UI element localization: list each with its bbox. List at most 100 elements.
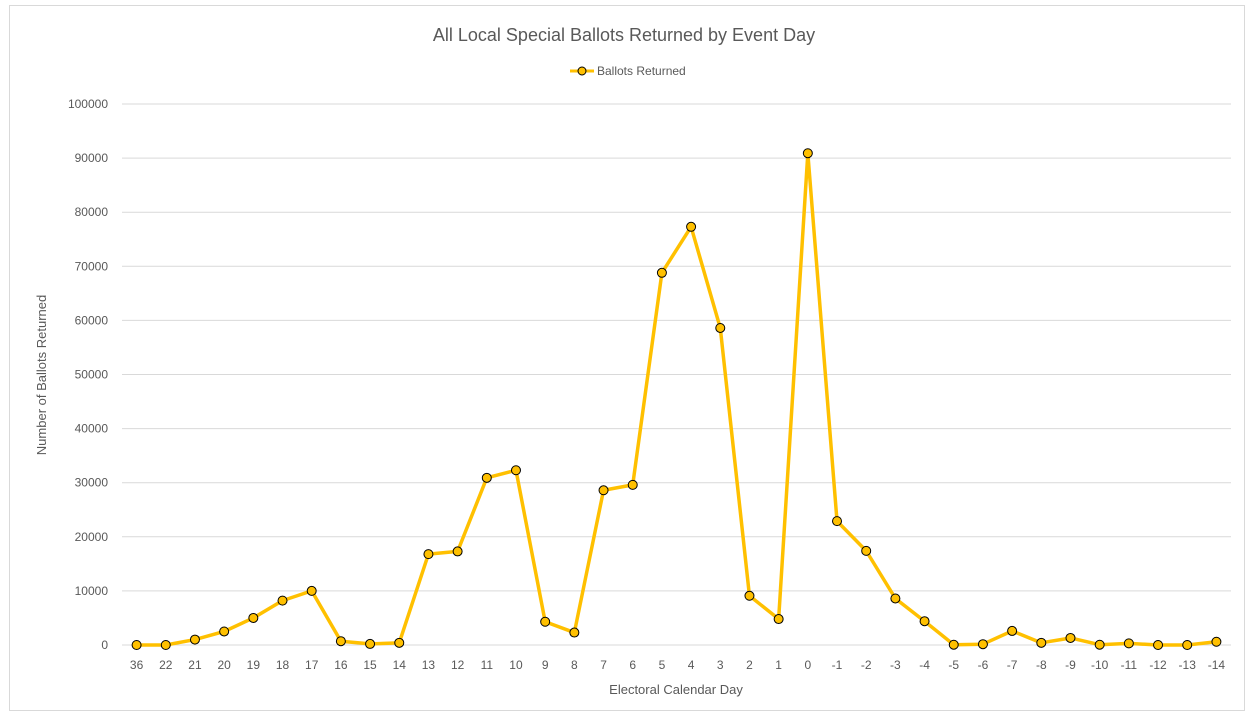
x-tick-label: -6: [978, 658, 989, 672]
x-tick-label: -14: [1208, 658, 1226, 672]
data-point-11[interactable]: [481, 472, 492, 483]
data-point--13[interactable]: [1182, 640, 1193, 650]
x-tick-label: 20: [217, 658, 231, 672]
x-tick-label: 11: [481, 658, 494, 672]
data-point--9[interactable]: [1065, 632, 1076, 643]
x-tick-label: -8: [1036, 658, 1047, 672]
data-point-9[interactable]: [540, 616, 551, 627]
data-point-12[interactable]: [452, 546, 463, 557]
x-tick-label: 4: [688, 658, 695, 672]
data-point--2[interactable]: [861, 545, 872, 556]
x-tick-label: -13: [1179, 658, 1197, 672]
data-point-13[interactable]: [423, 549, 434, 560]
x-tick-label: 3: [717, 658, 724, 672]
data-point--3[interactable]: [890, 593, 901, 604]
x-tick-label: -2: [861, 658, 872, 672]
data-point-0[interactable]: [802, 148, 813, 159]
y-tick-label: 90000: [75, 151, 109, 165]
data-point-6[interactable]: [627, 479, 638, 490]
x-tick-label: 9: [542, 658, 549, 672]
x-tick-label: -3: [890, 658, 901, 672]
y-tick-label: 100000: [68, 97, 108, 111]
data-point--11[interactable]: [1123, 638, 1134, 649]
x-tick-label: 13: [422, 658, 436, 672]
y-axis-title: Number of Ballots Returned: [34, 295, 49, 455]
x-tick-label: 21: [188, 658, 202, 672]
data-point--1[interactable]: [832, 516, 843, 527]
y-tick-label: 10000: [75, 584, 109, 598]
x-tick-label: -11: [1121, 658, 1138, 672]
data-point--10[interactable]: [1094, 639, 1105, 650]
x-tick-label: -7: [1007, 658, 1018, 672]
data-point-21[interactable]: [189, 634, 200, 645]
y-tick-label: 20000: [75, 530, 109, 544]
x-tick-label: -5: [948, 658, 959, 672]
x-tick-label: 6: [629, 658, 636, 672]
y-tick-label: 40000: [75, 422, 109, 436]
x-tick-label: 18: [276, 658, 290, 672]
x-tick-label: 15: [363, 658, 377, 672]
legend-marker-swatch: [577, 66, 587, 76]
x-tick-label: 2: [746, 658, 753, 672]
data-point--6[interactable]: [977, 639, 988, 650]
x-tick-label: 16: [334, 658, 348, 672]
x-tick-label: 0: [804, 658, 811, 672]
legend-label: Ballots Returned: [597, 64, 686, 78]
legend[interactable]: Ballots Returned: [570, 64, 686, 78]
data-point-14[interactable]: [394, 637, 405, 648]
x-axis-title: Electoral Calendar Day: [609, 682, 743, 697]
y-tick-label: 0: [101, 638, 108, 652]
data-point-17[interactable]: [306, 585, 317, 596]
chart-title: All Local Special Ballots Returned by Ev…: [433, 25, 815, 45]
data-point-15[interactable]: [365, 638, 376, 649]
data-point-16[interactable]: [335, 636, 346, 647]
data-point-8[interactable]: [569, 627, 580, 638]
data-point-3[interactable]: [715, 322, 726, 333]
x-tick-label: 10: [509, 658, 523, 672]
gridlines: [122, 103, 1231, 646]
x-tick-label: -12: [1149, 658, 1167, 672]
data-point-4[interactable]: [686, 221, 697, 232]
data-point-2[interactable]: [744, 590, 755, 601]
x-axis-tick-labels: 36 22 21 20 19 18 17 16 15 14 13 12 11 10 9 8 7 6 5 4 3 2 1 0 -1…: [130, 658, 1225, 672]
y-tick-label: 50000: [75, 368, 109, 382]
data-point--8[interactable]: [1036, 637, 1047, 648]
x-tick-label: 5: [659, 658, 666, 672]
y-tick-label: 30000: [75, 476, 109, 490]
data-point-19[interactable]: [248, 612, 259, 623]
x-tick-label: -1: [832, 658, 843, 672]
data-point--12[interactable]: [1153, 640, 1164, 650]
data-point-36[interactable]: [131, 640, 142, 650]
x-tick-label: 22: [159, 658, 173, 672]
series-markers: [131, 148, 1222, 650]
data-point-5[interactable]: [656, 267, 667, 278]
y-axis-tick-labels: 0 10000 20000 30000 40000 50000 60000 70000 8000…: [68, 97, 108, 652]
x-tick-label: -10: [1091, 658, 1109, 672]
x-tick-label: -4: [919, 658, 930, 672]
series-line-ballots-returned: [134, 151, 1219, 647]
data-point--4[interactable]: [919, 616, 930, 627]
x-tick-label: 8: [571, 658, 578, 672]
x-tick-label: -9: [1065, 658, 1076, 672]
x-tick-label: 1: [775, 658, 782, 672]
data-point-10[interactable]: [510, 465, 521, 476]
data-point--7[interactable]: [1007, 625, 1018, 636]
data-point-18[interactable]: [277, 595, 288, 606]
x-tick-label: 7: [600, 658, 607, 672]
x-tick-label: 17: [305, 658, 319, 672]
data-point-7[interactable]: [598, 485, 609, 496]
x-tick-label: 12: [451, 658, 465, 672]
x-tick-label: 14: [393, 658, 407, 672]
data-point-1[interactable]: [773, 614, 784, 625]
data-point--5[interactable]: [948, 639, 959, 650]
y-tick-label: 70000: [75, 259, 109, 273]
data-point--14[interactable]: [1211, 636, 1222, 647]
chart-frame: [9, 5, 1245, 711]
x-tick-label: 36: [130, 658, 144, 672]
y-tick-label: 80000: [75, 205, 109, 219]
data-point-20[interactable]: [219, 626, 230, 637]
data-point-22[interactable]: [160, 640, 171, 650]
x-tick-label: 19: [247, 658, 261, 672]
y-tick-label: 60000: [75, 313, 109, 327]
